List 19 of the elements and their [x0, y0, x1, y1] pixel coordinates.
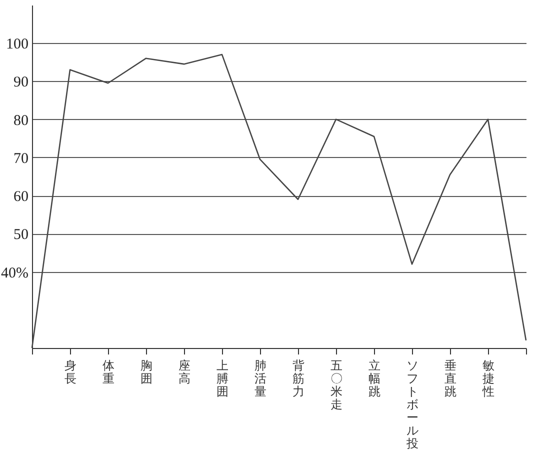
y-tick-label: 100: [6, 36, 28, 53]
x-tick-label: 体重: [102, 358, 114, 386]
x-tick-label: 座高: [178, 358, 190, 386]
y-tick-label: 50: [14, 227, 28, 244]
x-tick-label: 胸囲: [140, 358, 152, 386]
x-tick-label: 上膊囲: [216, 358, 228, 398]
y-tick-label: 40%: [1, 265, 28, 282]
y-tick-label: 80: [14, 112, 28, 129]
x-tick-label: 敏捷性: [482, 358, 494, 398]
x-tick-label: 背筋力: [292, 358, 304, 398]
y-tick-label: 60: [14, 189, 28, 206]
x-tick-label: 立幅跳: [368, 358, 380, 398]
x-tick-label: 五〇米走: [330, 358, 342, 412]
x-tick-label: 垂直跳: [444, 358, 456, 398]
x-tick-label: 身長: [64, 358, 76, 386]
y-tick-label: 70: [14, 150, 28, 167]
y-tick-label: 90: [14, 74, 28, 91]
x-tick-label: 肺活量: [254, 358, 266, 398]
x-tick-label: ソフトボール投: [406, 358, 418, 450]
